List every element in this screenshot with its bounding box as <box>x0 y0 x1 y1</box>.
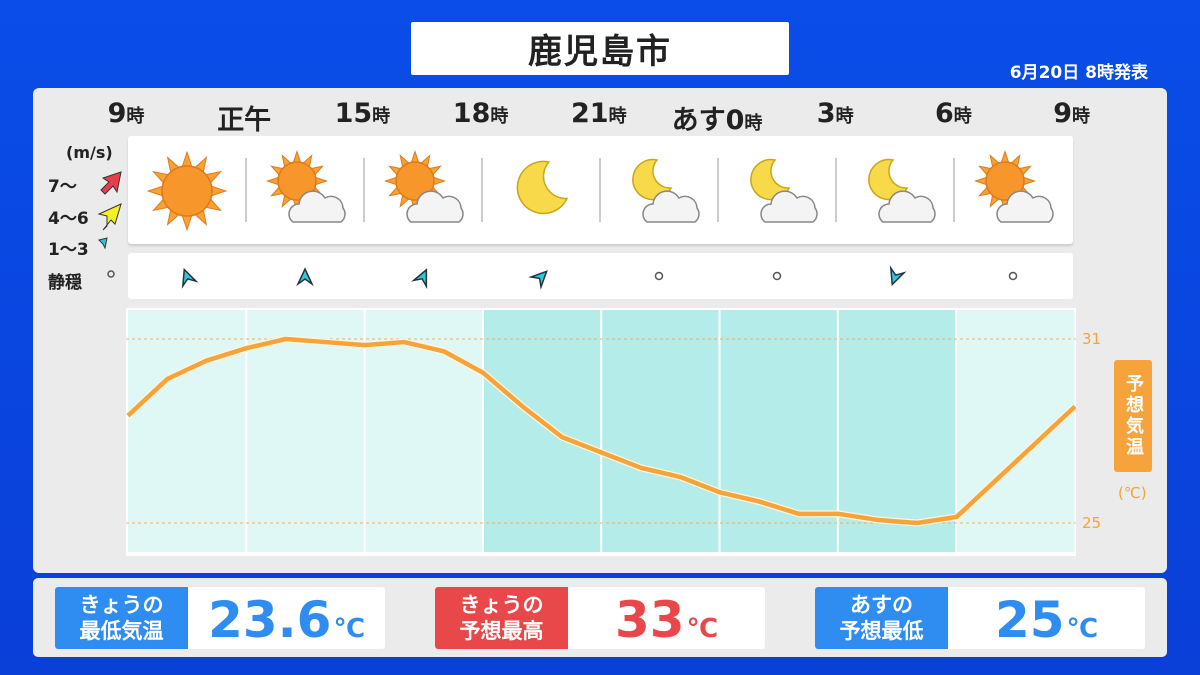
page-title: 鹿児島市 <box>411 22 789 75</box>
cloud-icon <box>642 190 700 223</box>
time-label: 9時 <box>1053 98 1090 129</box>
time-label-number: 21 <box>571 98 609 129</box>
summary-label-line1: あすの <box>850 593 913 617</box>
night-band <box>482 310 602 552</box>
summary-value: 25 <box>994 591 1065 649</box>
calm-icon <box>654 271 664 281</box>
wind-legend-calm: 静穏 <box>48 273 82 293</box>
day-band <box>128 310 247 552</box>
time-label-number: 18 <box>452 98 491 129</box>
wind-unit: (m/s) <box>66 143 113 162</box>
time-label-unit: 時 <box>953 106 972 127</box>
summary-label-line1: きょうの <box>459 593 544 617</box>
ytick-25: 25 <box>1082 514 1102 532</box>
time-label: 18時 <box>453 98 509 129</box>
summary-unit: ℃ <box>1066 614 1099 644</box>
summary-label-line2: 最低気温 <box>79 619 164 643</box>
summary-value: 23.6 <box>208 591 332 649</box>
y-axis-unit: (℃) <box>1118 484 1147 502</box>
day-band <box>956 310 1075 552</box>
time-label-number: 9 <box>1053 98 1072 129</box>
wind-legend-medium: 4～6 <box>48 209 89 229</box>
summary-card: あすの 予想最低 25 ℃ <box>815 587 1145 649</box>
time-label-number: 正午 <box>217 105 272 136</box>
wind-arrow-icon <box>528 270 548 290</box>
summary-unit: ℃ <box>686 614 719 644</box>
calm-icon <box>1008 271 1018 281</box>
ytick-31: 31 <box>1082 330 1102 348</box>
weather-icon-row <box>128 136 1073 244</box>
time-label: 3時 <box>817 98 854 129</box>
time-label: あす0時 <box>672 98 763 137</box>
wind-legend-icons <box>97 171 122 278</box>
wind-legend-light: 1～3 <box>48 240 89 260</box>
time-label-number: 3 <box>816 98 836 129</box>
issued-time: 6月20日 8時発表 <box>1009 63 1148 83</box>
night-band <box>601 310 720 552</box>
night-band <box>837 310 957 552</box>
time-label-unit: 時 <box>372 106 391 127</box>
time-label-number: あす0 <box>671 105 745 136</box>
summary-value-box: 23.6 ℃ <box>188 587 385 649</box>
temperature-chart <box>126 308 1076 556</box>
wind-row <box>128 253 1073 299</box>
wind-arrow-icon <box>181 267 199 289</box>
medium-wind-arrow-icon <box>97 203 122 231</box>
time-label-unit: 時 <box>835 106 854 127</box>
time-label: 21時 <box>571 98 627 129</box>
time-label-number: 15 <box>334 98 373 129</box>
summary-card: きょうの 予想最高 33 ℃ <box>435 587 765 649</box>
calm-icon <box>772 271 782 281</box>
wind-legend-strong: 7～ <box>48 177 77 197</box>
y-axis-label: 予想気温 <box>1114 360 1152 472</box>
strong-wind-arrow-icon <box>100 171 122 195</box>
day-band <box>246 310 365 552</box>
cloud-icon <box>406 190 464 223</box>
cloud-icon <box>996 190 1054 223</box>
summary-card: きょうの 最低気温 23.6 ℃ <box>55 587 385 649</box>
wind-arrow-icon <box>889 265 907 287</box>
sun-icon <box>973 149 1037 213</box>
summary-unit: ℃ <box>333 614 365 644</box>
time-label-unit: 時 <box>608 106 627 127</box>
time-label-unit: 時 <box>490 106 509 127</box>
time-label: 6時 <box>935 98 972 129</box>
wind-arrow-icon <box>296 267 314 287</box>
time-label-unit: 時 <box>744 113 763 134</box>
moon-icon <box>516 160 569 215</box>
summary-value: 33 <box>614 591 685 649</box>
summary-label: きょうの 最低気温 <box>55 587 188 649</box>
time-label-number: 6 <box>934 98 954 129</box>
cloud-icon <box>878 190 936 223</box>
summary-label-line1: きょうの <box>79 593 164 617</box>
light-wind-arrow-icon <box>98 237 108 250</box>
summary-label: きょうの 予想最高 <box>435 587 568 649</box>
time-label: 正午 <box>217 98 271 137</box>
time-label: 15時 <box>335 98 391 129</box>
summary-value-box: 25 ℃ <box>948 587 1145 649</box>
calm-icon <box>107 270 115 278</box>
summary-label-line2: 予想最高 <box>459 619 544 643</box>
cloud-icon <box>288 190 346 223</box>
time-label: 9時 <box>108 98 145 129</box>
summary-value-box: 33 ℃ <box>568 587 765 649</box>
time-label-unit: 時 <box>126 106 145 127</box>
cloud-icon <box>760 190 818 223</box>
summary-label-line2: 予想最低 <box>839 619 924 643</box>
time-label-number: 9 <box>107 98 127 129</box>
summary-label: あすの 予想最低 <box>815 587 948 649</box>
wind-arrow-icon <box>411 268 428 290</box>
sun-icon <box>146 150 228 232</box>
day-band <box>364 310 483 552</box>
time-label-unit: 時 <box>1071 106 1090 127</box>
